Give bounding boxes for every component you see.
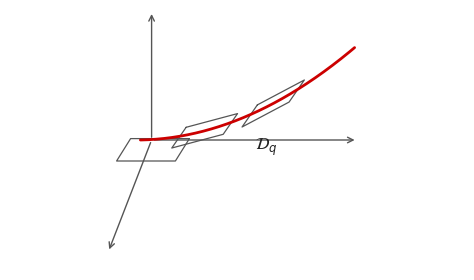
Text: $\mathcal{D}_q$: $\mathcal{D}_q$: [255, 136, 278, 158]
